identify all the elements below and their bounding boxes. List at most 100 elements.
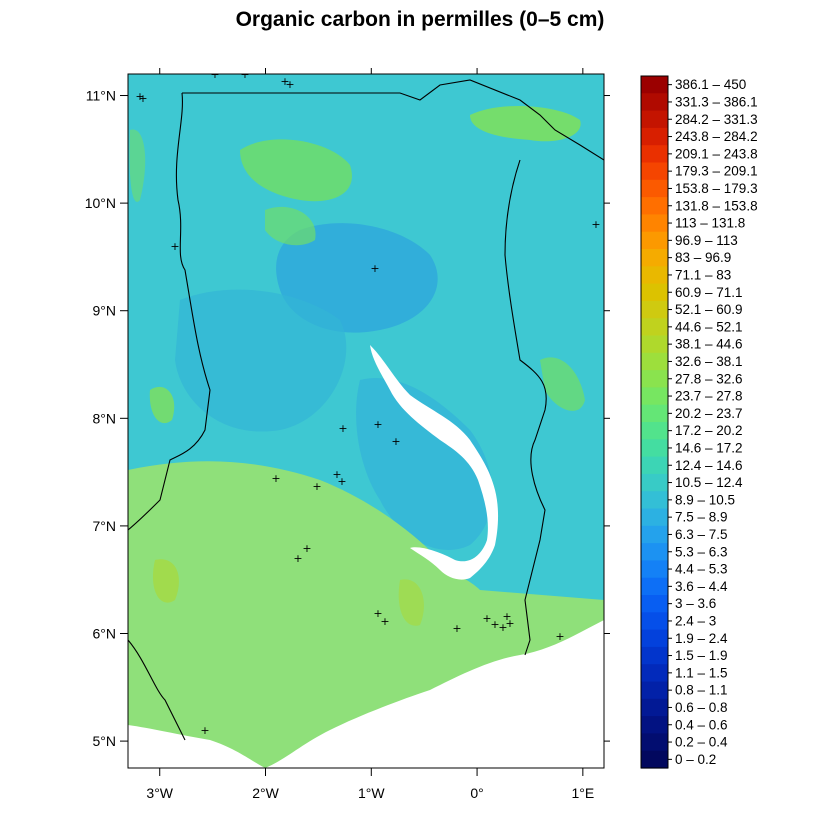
legend-swatch xyxy=(641,508,668,527)
sample-marker: + xyxy=(505,617,514,630)
y-tick-label: 10°N xyxy=(85,195,116,211)
legend-swatch xyxy=(641,335,668,354)
low-carbon-zone xyxy=(175,289,347,432)
low-carbon-zone xyxy=(356,378,493,550)
sample-marker: + xyxy=(490,618,499,631)
legend-label: 0 – 0.2 xyxy=(675,752,716,767)
high-carbon-patch xyxy=(152,559,179,603)
legend-label: 0.6 – 0.8 xyxy=(675,700,728,715)
legend-swatch xyxy=(641,577,668,596)
y-tick-label: 6°N xyxy=(93,626,117,642)
legend-swatch xyxy=(641,214,668,233)
map-frame xyxy=(127,73,605,769)
sample-marker: + xyxy=(498,621,507,634)
legend-label: 113 – 131.8 xyxy=(675,216,745,231)
x-axis: 3°W 2°W 1°W 0° 1°E xyxy=(146,68,594,801)
legend-label: 131.8 – 153.8 xyxy=(675,198,758,213)
sample-marker: + xyxy=(591,218,600,231)
legend-swatch xyxy=(641,422,668,440)
sample-marker: + xyxy=(332,468,341,481)
sample-marker: + xyxy=(138,92,147,105)
low-carbon-zone xyxy=(276,223,438,333)
legend-label: 44.6 – 52.1 xyxy=(675,319,743,334)
legend-swatch xyxy=(641,473,668,492)
legend-label: 1.5 – 1.9 xyxy=(675,648,728,663)
legend-swatch xyxy=(641,110,668,129)
legend-swatch xyxy=(641,352,668,371)
legend-label: 0.4 – 0.6 xyxy=(675,717,728,732)
legend-label: 179.3 – 209.1 xyxy=(675,164,758,179)
high-carbon-patch xyxy=(129,129,146,202)
legend-swatch xyxy=(641,525,668,544)
y-tick-label: 11°N xyxy=(86,88,116,104)
legend-swatch xyxy=(641,664,668,683)
legend-swatch xyxy=(641,76,668,94)
sample-marker: + xyxy=(482,612,491,625)
legend-label: 243.8 – 284.2 xyxy=(675,129,758,144)
high-carbon-patch xyxy=(540,357,585,411)
sample-marker: + xyxy=(302,542,311,555)
legend-swatch xyxy=(641,387,668,406)
legend-label: 2.4 – 3 xyxy=(675,613,716,628)
legend-swatch xyxy=(641,612,668,631)
legend-label: 14.6 – 17.2 xyxy=(675,440,743,455)
sample-marker: + xyxy=(452,622,461,635)
legend-label: 60.9 – 71.1 xyxy=(675,285,743,300)
y-tick-label: 7°N xyxy=(93,518,117,534)
legend-swatch xyxy=(641,197,668,215)
legend-swatch xyxy=(641,629,668,648)
legend-label: 32.6 – 38.1 xyxy=(675,354,743,369)
legend-label: 17.2 – 20.2 xyxy=(675,423,743,438)
legend-label: 5.3 – 6.3 xyxy=(675,544,728,559)
sample-marker: + xyxy=(210,68,219,81)
map-title: Organic carbon in permilles (0–5 cm) xyxy=(235,8,605,31)
sample-marker: + xyxy=(135,90,144,103)
sample-marker: + xyxy=(337,475,346,488)
legend-label: 83 – 96.9 xyxy=(675,250,731,265)
y-tick-label: 8°N xyxy=(93,410,117,426)
legend-label: 38.1 – 44.6 xyxy=(675,337,743,352)
legend-swatch xyxy=(641,266,668,285)
country-border xyxy=(128,79,604,741)
sample-marker: + xyxy=(271,472,280,485)
legend-swatch xyxy=(641,283,668,302)
map-panel: +++ ++++++ +++++++++++++++++++ xyxy=(128,68,604,768)
legend-label: 8.9 – 10.5 xyxy=(675,492,735,507)
legend-label: 7.5 – 8.9 xyxy=(675,510,728,525)
legend-swatch xyxy=(641,179,668,198)
lake-volta xyxy=(370,345,499,580)
legend-label: 71.1 – 83 xyxy=(675,267,731,282)
legend-swatch xyxy=(641,231,668,250)
x-tick-label: 0° xyxy=(470,785,483,801)
legend-label: 331.3 – 386.1 xyxy=(675,94,758,109)
legend-swatch xyxy=(641,456,668,475)
sample-marker: + xyxy=(285,78,294,91)
legend-label: 6.3 – 7.5 xyxy=(675,527,728,542)
x-tick-label: 1°E xyxy=(571,785,594,801)
legend-swatch xyxy=(641,439,668,458)
sample-marker: + xyxy=(240,68,249,81)
sample-marker: + xyxy=(200,724,209,737)
legend-label: 12.4 – 14.6 xyxy=(675,458,743,473)
high-carbon-patch xyxy=(149,386,175,424)
sample-marker: + xyxy=(170,240,179,253)
legend-label: 386.1 – 450 xyxy=(675,77,746,92)
legend-swatch xyxy=(641,646,668,665)
legend-label: 20.2 – 23.7 xyxy=(675,406,743,421)
sample-marker: + xyxy=(555,630,564,643)
sample-marker: + xyxy=(370,262,379,275)
y-tick-label: 9°N xyxy=(93,303,117,319)
legend-swatch xyxy=(641,93,668,112)
legend-label: 10.5 – 12.4 xyxy=(675,475,743,490)
sample-marker: + xyxy=(391,435,400,448)
high-carbon-patch xyxy=(265,206,316,246)
legend-label: 96.9 – 113 xyxy=(675,233,738,248)
high-carbon-patch xyxy=(398,579,424,626)
legend-label: 284.2 – 331.3 xyxy=(675,112,758,127)
sample-marker: + xyxy=(312,480,321,493)
x-tick-label: 2°W xyxy=(252,785,279,801)
legend-label: 0.8 – 1.1 xyxy=(675,683,728,698)
legend-swatch xyxy=(641,370,668,388)
sample-marker: + xyxy=(280,75,289,88)
